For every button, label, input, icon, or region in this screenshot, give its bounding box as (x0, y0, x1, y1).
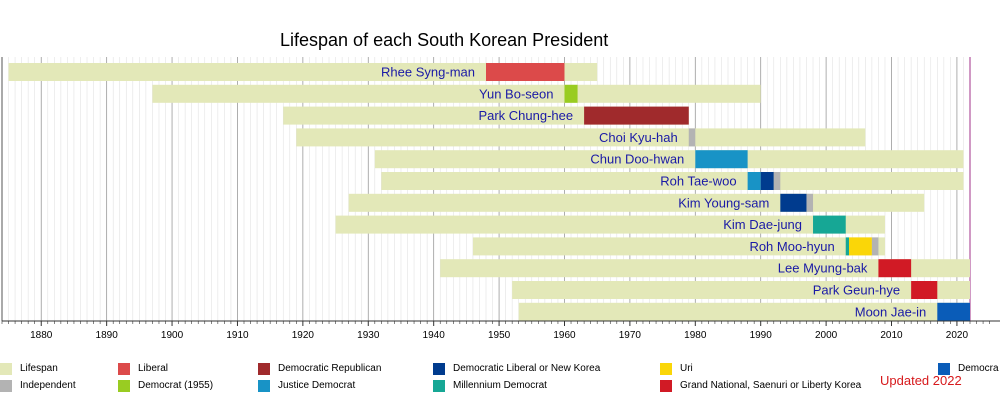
lifespan-bar-moon-jae-in (518, 302, 970, 321)
legend-swatch (660, 380, 672, 392)
legend-label: Lifespan (20, 363, 58, 374)
president-label-choi-kyu-hah: Choi Kyu-hah (599, 130, 678, 145)
tick-label-1910: 1910 (226, 330, 249, 341)
president-labels: Rhee Syng-man Yun Bo-seon Park Chung-hee Ch… (381, 65, 926, 320)
tick-label-2020: 2020 (946, 330, 969, 341)
lifespan-bar-roh-tae-woo (381, 172, 964, 190)
legend-swatch (938, 363, 950, 375)
president-label-lee-myung-bak: Lee Myung-bak (778, 261, 868, 276)
term-bar-roh-moo-hyun-uri (849, 237, 872, 256)
tick-label-1990: 1990 (750, 330, 773, 341)
legend-label: Uri (680, 363, 693, 374)
term-bar-kim-young-sam-independent (806, 193, 814, 212)
term-bar-rhee-syng-man-liberal (486, 63, 565, 81)
term-bar-kim-dae-jung-millennium-democrat (813, 215, 846, 234)
president-label-roh-tae-woo: Roh Tae-woo (660, 174, 736, 189)
lifespan-bar-rhee-syng-man (8, 63, 598, 81)
term-bars (486, 63, 970, 321)
president-label-park-chung-hee: Park Chung-hee (478, 108, 573, 123)
lifespan-bar-roh-moo-hyun (472, 237, 885, 256)
legend-swatch (118, 380, 130, 392)
term-bar-choi-kyu-hah-independent (688, 128, 696, 147)
term-bar-roh-tae-woo-independent (773, 172, 781, 190)
president-label-kim-young-sam: Kim Young-sam (678, 195, 769, 210)
legend-swatch (660, 363, 672, 375)
legend-swatch (118, 363, 130, 375)
president-label-yun-bo-seon: Yun Bo-seon (479, 86, 553, 101)
tick-label-2010: 2010 (880, 330, 903, 341)
tick-label-1950: 1950 (488, 330, 511, 341)
tick-label-1980: 1980 (684, 330, 707, 341)
lifespan-bar-lee-myung-bak (440, 259, 971, 278)
lifespan-bar-kim-young-sam (348, 193, 925, 212)
president-label-roh-moo-hyun: Roh Moo-hyun (749, 239, 834, 254)
president-label-chun-doo-hwan: Chun Doo-hwan (590, 152, 684, 167)
president-label-kim-dae-jung: Kim Dae-jung (723, 217, 802, 232)
legend-swatch (0, 380, 12, 392)
term-bar-chun-doo-hwan-justice-democrat (695, 150, 748, 169)
term-bar-park-chung-hee-democratic-republican (584, 106, 689, 125)
updated-note: Updated 2022 (880, 373, 962, 388)
x-axis: 1880 1890 1900 1910 1920 1930 1940 1950 1960 1970… (1, 320, 1000, 341)
legend-swatch (258, 363, 270, 375)
tick-label-1890: 1890 (96, 330, 119, 341)
legend-label: Democratic Liberal or New Korea (453, 363, 601, 374)
term-bar-roh-tae-woo-democratic-liberal-or-new-korea (760, 172, 774, 190)
legend-label: Liberal (138, 363, 169, 374)
president-label-moon-jae-in: Moon Jae-in (855, 304, 927, 319)
tick-label-1960: 1960 (553, 330, 576, 341)
legend-swatch (0, 363, 12, 375)
lifespan-bar-park-geun-hye (512, 281, 970, 299)
term-bar-roh-moo-hyun-independent (871, 237, 879, 256)
term-bar-park-geun-hye-grand-national-saenuri-or-liberty-korea (911, 281, 938, 299)
term-bar-roh-moo-hyun-millennium-democrat (845, 237, 849, 256)
legend-label: Democra (958, 363, 999, 374)
term-bar-roh-tae-woo-justice-democrat (747, 172, 761, 190)
tick-label-1900: 1900 (161, 330, 184, 341)
legend-swatch (258, 380, 270, 392)
legend-swatch (433, 363, 445, 375)
tick-label-1970: 1970 (619, 330, 642, 341)
lifespan-bar-chun-doo-hwan (374, 150, 964, 169)
lifespan-bar-kim-dae-jung (335, 215, 885, 234)
tick-label-1920: 1920 (292, 330, 315, 341)
lifespan-bar-choi-kyu-hah (296, 128, 866, 147)
term-bar-yun-bo-seon-democrat-1955 (564, 84, 578, 103)
lifespan-bars (8, 63, 971, 321)
term-bar-lee-myung-bak-grand-national-saenuri-or-liberty-korea (878, 259, 912, 278)
chart-title: Lifespan of each South Korean President (280, 30, 609, 50)
tick-label-1880: 1880 (30, 330, 53, 341)
legend-label: Millennium Democrat (453, 380, 547, 391)
legend-label: Justice Democrat (278, 380, 356, 391)
tick-label-1940: 1940 (423, 330, 446, 341)
legend-swatch (433, 380, 445, 392)
term-bar-kim-young-sam-democratic-liberal-or-new-korea (780, 193, 807, 212)
legend-label: Grand National, Saenuri or Liberty Korea (680, 380, 862, 391)
president-label-rhee-syng-man: Rhee Syng-man (381, 65, 475, 80)
tick-label-1930: 1930 (357, 330, 380, 341)
legend-label: Democrat (1955) (138, 380, 214, 391)
lifespan-bar-yun-bo-seon (152, 84, 761, 103)
tick-label-2000: 2000 (815, 330, 838, 341)
president-label-park-geun-hye: Park Geun-hye (813, 283, 900, 298)
term-bar-moon-jae-in-democratic (937, 302, 970, 321)
legend-label: Democratic Republican (278, 363, 382, 374)
legend-label: Independent (20, 380, 76, 391)
